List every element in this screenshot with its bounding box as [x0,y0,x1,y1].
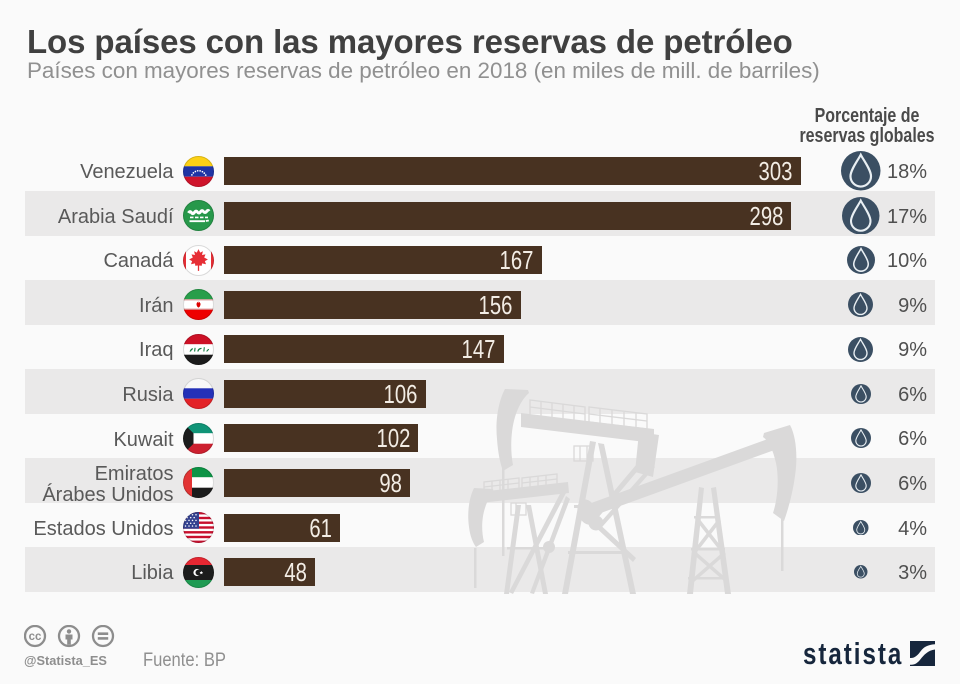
svg-text:cc: cc [29,631,42,643]
svg-text:statista: statista [803,639,902,669]
